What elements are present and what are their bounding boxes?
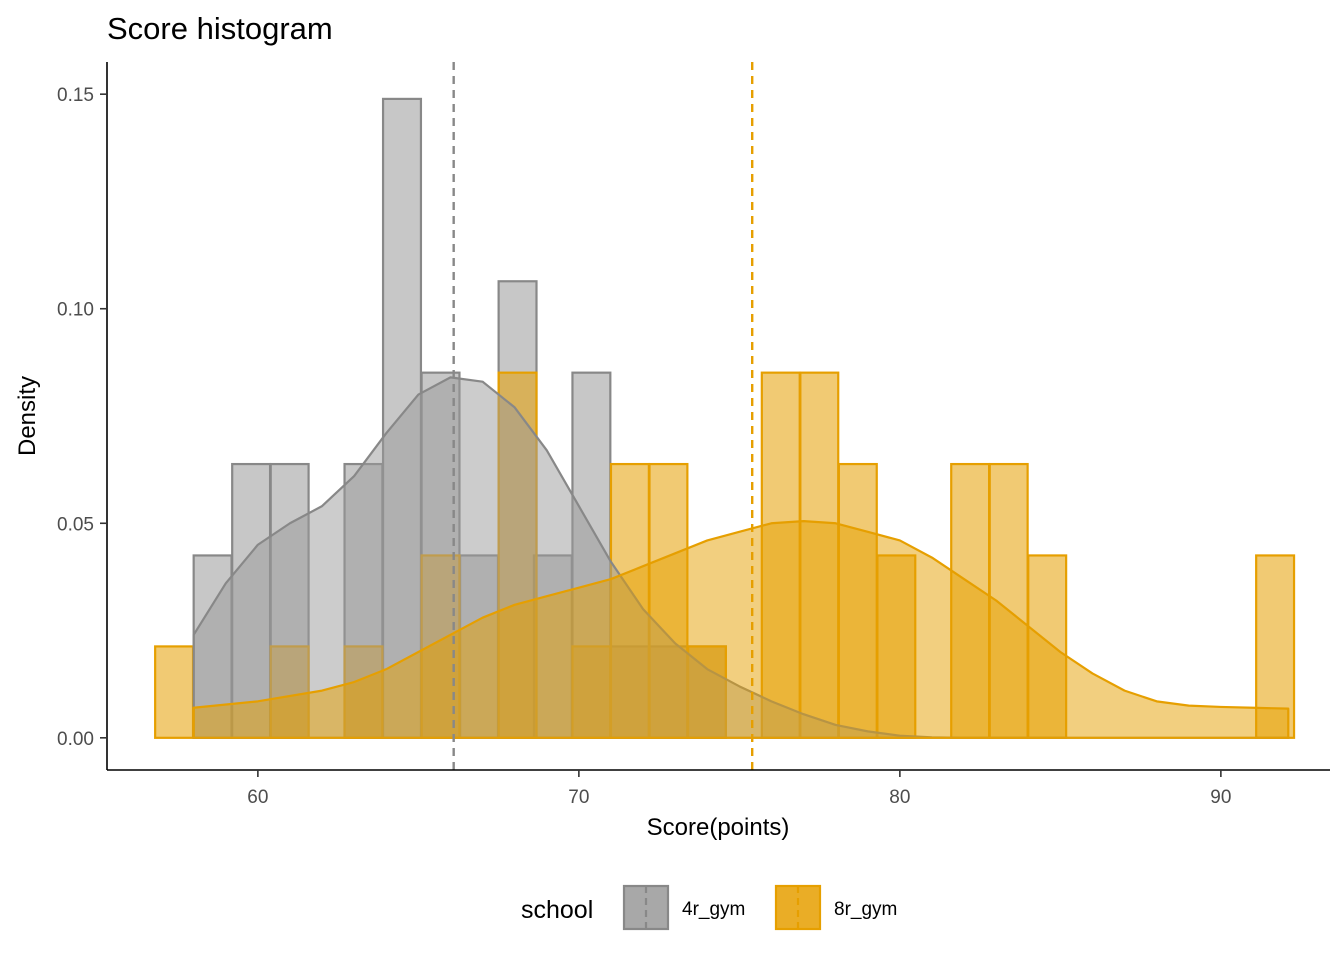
y-tick-label-2: 0.10 [57, 300, 94, 321]
legend-key-8r_gym [774, 884, 822, 931]
legend: school 4r_gym 8r_gym [521, 884, 897, 931]
density-curve-8r_gym [192, 520, 1290, 739]
legend-title: school [521, 896, 593, 924]
bar-8r_gym-0 [154, 645, 195, 739]
legend-label-8r_gym: 8r_gym [834, 899, 897, 920]
x-axis-ticks: 60 70 80 90 [247, 770, 1231, 808]
y-tick-label-3: 0.15 [57, 85, 94, 106]
x-axis-title: Score(points) [647, 814, 790, 841]
legend-item-8r_gym: 8r_gym [774, 884, 897, 931]
x-tick-label-0: 60 [247, 787, 268, 808]
y-axis-ticks: 0.00 0.05 0.10 0.15 [57, 85, 107, 750]
legend-label-4r_gym: 4r_gym [682, 899, 745, 920]
x-tick-label-3: 90 [1210, 787, 1231, 808]
y-tick-label-1: 0.05 [57, 514, 94, 535]
x-tick-label-2: 80 [889, 787, 910, 808]
x-tick-label-1: 70 [568, 787, 589, 808]
plot-area [154, 62, 1296, 770]
chart-title: Score histogram [107, 11, 333, 46]
legend-item-4r_gym: 4r_gym [622, 884, 745, 931]
y-tick-label-0: 0.00 [57, 729, 94, 750]
y-axis-title: Density [14, 376, 41, 456]
